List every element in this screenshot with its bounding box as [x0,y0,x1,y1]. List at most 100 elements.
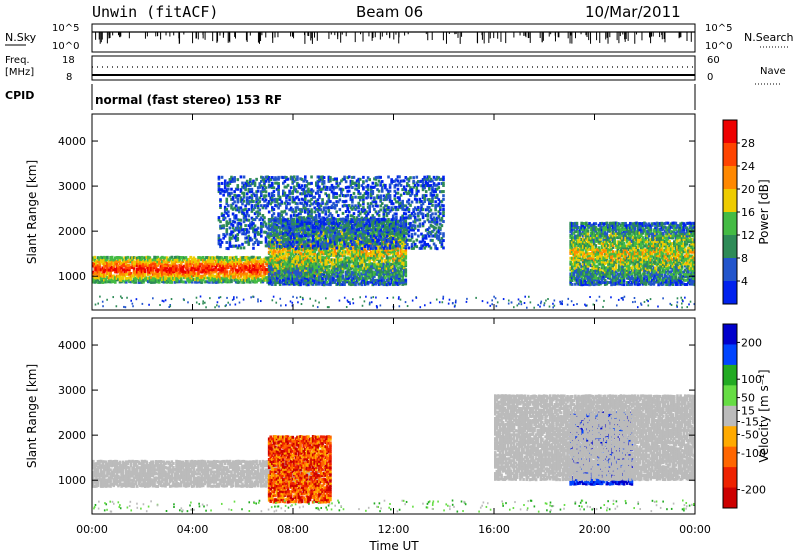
data-cell [131,263,134,267]
data-cell [112,260,116,264]
data-cell [299,254,302,258]
data-cell [272,245,276,249]
data-cell [222,189,225,193]
data-cell [261,224,265,228]
data-cell [286,278,290,282]
data-cell [269,241,273,245]
data-cell [286,270,290,274]
data-cell [382,272,386,276]
data-cell [297,238,301,242]
data-cell [253,264,257,268]
data-cell [344,274,348,278]
data-cell [256,189,260,193]
data-cell [150,278,153,282]
data-cell [236,270,240,274]
data-cell [333,237,337,241]
data-cell [318,272,321,276]
data-cell [228,220,232,224]
data-cell [340,240,343,244]
data-cell [176,278,180,282]
data-cell [121,258,125,262]
data-cell [363,258,367,262]
data-cell [399,264,403,268]
data-cell [299,274,302,278]
data-cell [308,252,312,256]
data-cell [322,185,326,189]
data-cell [336,274,340,278]
data-cell [327,245,331,249]
data-cell [285,252,288,256]
data-cell [187,260,191,264]
data-cell [92,262,95,266]
data-cell [148,258,152,262]
data-cell [154,266,158,270]
data-cell [107,272,111,276]
data-cell [238,261,241,265]
data-cell [201,274,205,278]
data-cell [338,260,342,264]
data-cell [373,274,376,278]
data-cell [170,264,174,268]
data-cell [274,197,277,201]
data-cell [351,247,354,251]
data-cell [308,274,312,278]
data-cell [272,256,276,260]
data-cell [376,266,379,270]
data-cell [311,244,315,248]
data-cell [249,270,252,274]
data-cell [319,256,323,260]
data-cell [299,177,302,181]
data-cell [286,280,290,284]
data-cell [244,188,247,192]
data-cell [338,258,342,262]
data-cell [307,230,310,234]
data-cell [231,207,235,211]
data-cell [179,266,183,270]
data-cell [343,238,346,242]
data-cell [321,218,324,222]
data-cell [333,266,337,270]
data-cell [300,209,304,213]
data-cell [379,252,382,256]
data-cell [162,278,166,282]
data-cell [294,240,298,244]
data-cell [283,179,287,183]
data-cell [311,238,315,242]
data-cell [395,268,398,272]
data-cell [260,260,263,264]
data-cell [275,241,279,245]
data-cell [296,280,299,284]
data-cell [289,177,293,181]
data-cell [176,280,180,284]
data-cell [186,264,189,268]
data-cell [343,264,346,268]
data-cell [302,192,306,196]
data-cell [297,247,301,251]
data-cell [313,222,317,226]
data-cell [299,224,302,228]
data-cell [252,280,255,284]
data-cell [349,228,353,232]
data-cell [354,240,357,244]
data-cell [299,258,302,262]
data-cell [319,276,323,280]
data-cell [269,217,273,221]
data-cell [363,276,367,280]
data-cell [139,268,142,272]
data-cell [293,188,296,192]
data-cell [297,244,301,248]
data-cell [250,182,254,186]
data-cell [336,268,340,272]
data-cell [300,240,304,244]
data-cell [311,236,315,240]
data-cell [344,270,348,274]
data-cell [92,272,95,276]
data-cell [109,261,112,265]
data-cell [256,256,260,260]
data-cell [390,256,393,260]
data-cell [319,280,323,284]
data-cell [401,254,404,258]
data-cell [338,276,342,280]
data-cell [303,206,307,210]
data-cell [399,250,403,254]
